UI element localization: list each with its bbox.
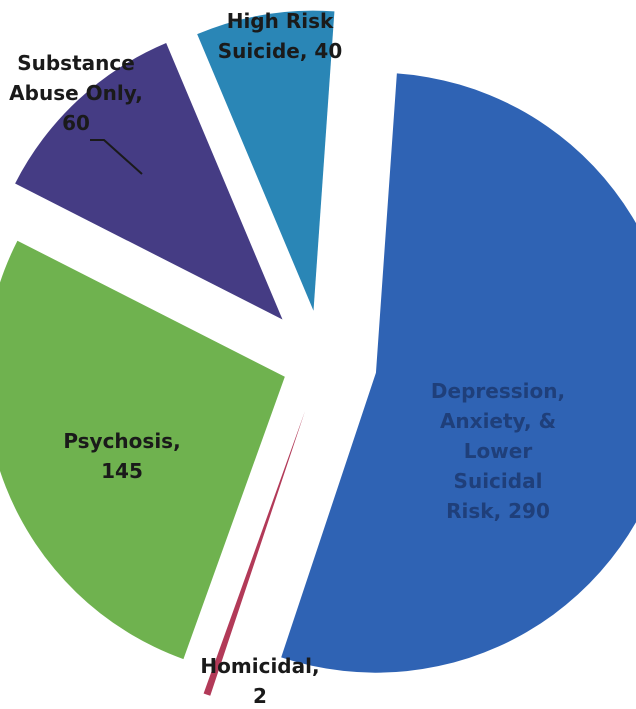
label-line: Substance — [17, 51, 135, 75]
label-line: 2 — [253, 684, 267, 708]
label-line: High Risk — [227, 9, 334, 33]
label-line: Depression, — [431, 379, 565, 403]
label-line: 145 — [101, 459, 143, 483]
slice-high-risk-suicide — [197, 10, 335, 311]
label-line: Risk, 290 — [446, 499, 550, 523]
label-line: Abuse Only, — [9, 81, 143, 105]
label-line: Psychosis, — [63, 429, 180, 453]
label-line: Suicidal — [454, 469, 543, 493]
label-substance-abuse: Substance Abuse Only, 60 — [9, 51, 143, 135]
label-high-risk-suicide: High Risk Suicide, 40 — [218, 9, 342, 63]
substance-abuse-leader-line — [90, 139, 143, 175]
slice-depression-anxiety — [281, 73, 636, 673]
label-line: Suicide, 40 — [218, 39, 342, 63]
slice-psychosis — [0, 240, 285, 660]
label-line: 60 — [62, 111, 90, 135]
label-line: Anxiety, & — [440, 409, 556, 433]
label-line: Homicidal, — [200, 654, 319, 678]
label-psychosis: Psychosis, 145 — [63, 429, 180, 483]
label-depression-anxiety: Depression, Anxiety, & Lower Suicidal Risk, … — [431, 379, 565, 523]
label-line: Lower — [464, 439, 533, 463]
label-homicidal: Homicidal, 2 — [200, 654, 319, 708]
slice-substance-abuse — [15, 43, 283, 320]
slice-homicidal — [203, 411, 305, 696]
